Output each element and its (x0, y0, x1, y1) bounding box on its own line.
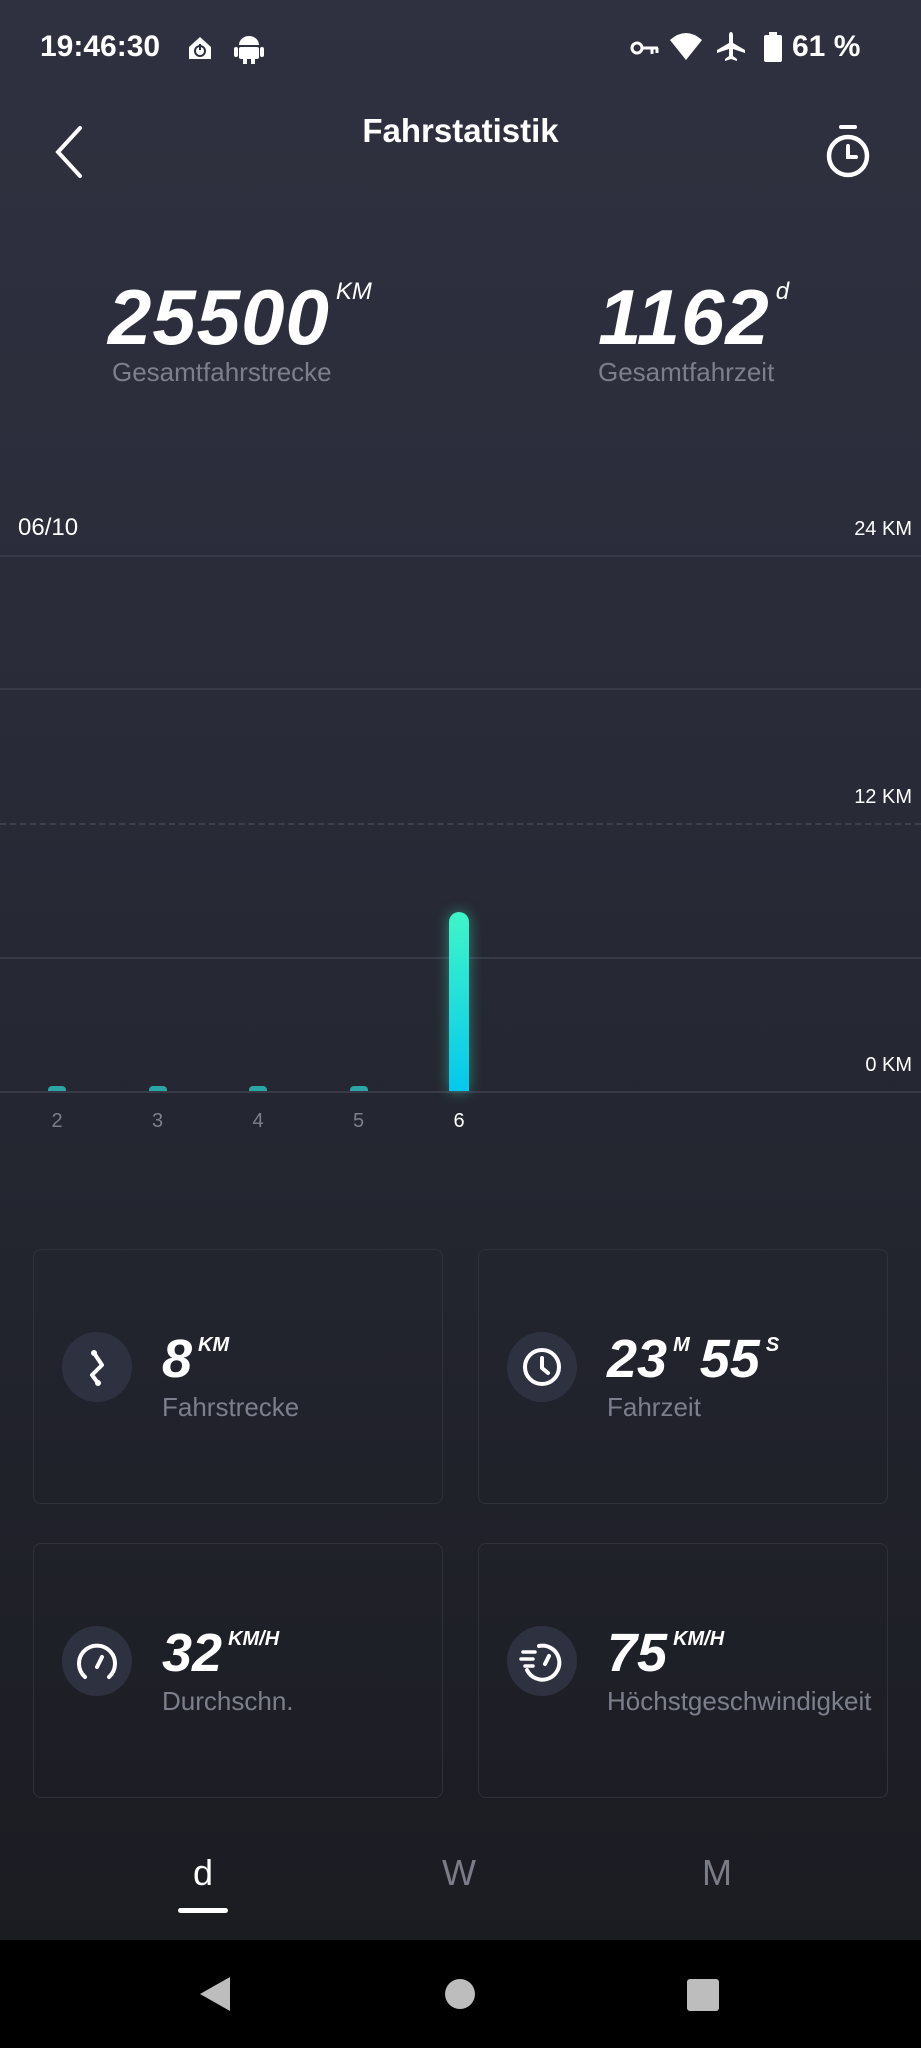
x-tick-label[interactable]: 2 (51, 1110, 63, 1132)
value-unit: S (765, 1334, 780, 1356)
value-number: 23 (607, 1329, 668, 1389)
card-distance: 8 KM Fahrstrecke (33, 1249, 443, 1504)
x-tick-label[interactable]: 6 (453, 1110, 465, 1132)
gridline-baseline (0, 1091, 921, 1093)
y-tick-label: 24 KM (854, 518, 912, 540)
tab-day[interactable]: d (192, 1852, 214, 1893)
wifi-icon (670, 33, 702, 60)
x-tick-label[interactable]: 5 (352, 1110, 365, 1132)
card-value: 8 KM (162, 1328, 239, 1390)
value-unit: M (673, 1334, 690, 1356)
status-time: 19:46:30 (40, 30, 161, 63)
bar-3[interactable] (148, 1086, 167, 1091)
card-value: 75 KM/H (607, 1622, 734, 1684)
fast-timer-icon (507, 1626, 577, 1696)
status-bar: 19:46:30 61 % (0, 30, 921, 70)
value-number: 32 (162, 1623, 223, 1683)
value-number: 8 (162, 1329, 193, 1389)
tab-active-indicator (178, 1908, 228, 1913)
home-power-icon (189, 37, 211, 59)
y-tick-label: 12 KM (854, 786, 912, 808)
value-number: 75 (607, 1623, 668, 1683)
card-label: Fahrzeit (607, 1392, 701, 1422)
x-tick-label[interactable]: 3 (151, 1110, 164, 1132)
bar-2[interactable] (48, 1086, 66, 1091)
total-time: 1162 d Gesamtfahrzeit (598, 272, 789, 388)
bar-4[interactable] (249, 1086, 267, 1091)
total-time-unit: d (775, 278, 790, 305)
gridline (0, 688, 921, 690)
total-time-value: 1162 (598, 273, 770, 361)
android-icon (234, 36, 264, 64)
vpn-key-icon (630, 41, 659, 55)
value-unit: KM (198, 1334, 230, 1356)
navigation-bar (0, 1940, 921, 2048)
total-time-label: Gesamtfahrzeit (598, 357, 775, 387)
page-title: Fahrstatistik (362, 112, 559, 149)
total-distance: 25500 KM Gesamtfahrstrecke (108, 272, 372, 388)
tab-month[interactable]: M (702, 1852, 732, 1893)
back-button[interactable] (52, 124, 86, 180)
gridline (0, 555, 921, 557)
total-distance-value: 25500 (108, 273, 330, 361)
chart-date-label: 06/10 (18, 514, 79, 541)
card-max-speed: 75 KM/H Höchstgeschwindigkeit (478, 1543, 888, 1798)
nav-recents-icon[interactable] (686, 1978, 720, 2012)
nav-home-icon[interactable] (444, 1978, 476, 2010)
card-value: 32 KM/H (162, 1622, 289, 1684)
airplane-icon (717, 32, 745, 61)
bar-5[interactable] (349, 1086, 368, 1091)
card-average-speed: 32 KM/H Durchschn. (33, 1543, 443, 1798)
tab-week[interactable]: W (442, 1852, 476, 1893)
card-label: Fahrstrecke (162, 1392, 300, 1422)
card-label: Durchschn. (162, 1686, 294, 1716)
clock-icon (507, 1332, 577, 1402)
speedometer-icon (62, 1626, 132, 1696)
total-distance-label: Gesamtfahrstrecke (112, 357, 332, 387)
battery-icon (764, 32, 782, 62)
bar-6[interactable] (449, 912, 469, 1091)
stopwatch-icon[interactable] (824, 124, 872, 180)
total-distance-unit: KM (335, 278, 372, 305)
nav-back-icon[interactable] (198, 1975, 232, 2013)
y-tick-label: 0 KM (865, 1054, 912, 1076)
card-value: 23 M 55 S (607, 1328, 789, 1390)
value-unit: KM/H (673, 1628, 725, 1650)
battery-percent: 61 % (792, 30, 861, 63)
gridline-mid (0, 823, 921, 825)
value-number: 55 (699, 1329, 760, 1389)
route-icon (62, 1332, 132, 1402)
card-time: 23 M 55 S Fahrzeit (478, 1249, 888, 1504)
x-tick-label[interactable]: 4 (252, 1110, 264, 1132)
value-unit: KM/H (228, 1628, 280, 1650)
card-label: Höchstgeschwindigkeit (607, 1686, 872, 1716)
